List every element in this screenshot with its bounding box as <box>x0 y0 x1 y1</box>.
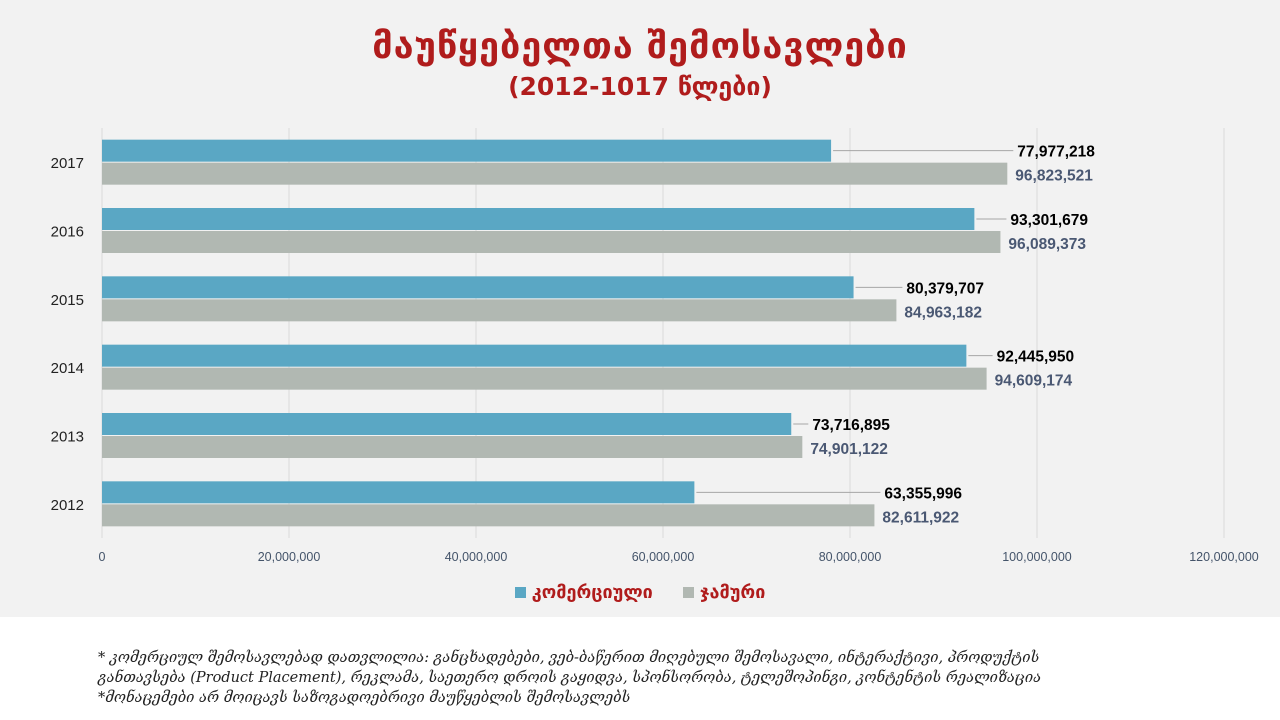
x-tick-label: 80,000,000 <box>819 550 882 564</box>
y-category-label: 2012 <box>51 497 84 514</box>
footnote-line: განთავსება (Product Placement), რეკლამა,… <box>98 670 1042 686</box>
data-label-total: 96,823,521 <box>1015 168 1093 185</box>
y-category-label: 2017 <box>51 155 84 172</box>
footnote-line: * კომერციულ შემოსავლებად დათვლილია: განც… <box>98 650 1040 666</box>
data-label-commercial: 93,301,679 <box>1010 212 1088 229</box>
bars <box>102 139 1008 527</box>
y-category-label: 2013 <box>51 429 84 446</box>
data-label-total: 84,963,182 <box>904 304 982 321</box>
data-label-commercial: 63,355,996 <box>884 485 962 502</box>
x-axis-labels: 0 20,000,000 40,000,000 60,000,000 80,000,00… <box>99 550 1259 564</box>
legend-swatch-commercial <box>514 587 526 598</box>
data-label-commercial: 73,716,895 <box>812 417 890 434</box>
bar-commercial <box>102 276 854 299</box>
data-labels: 77,977,218 96,823,521 93,301,679 96,089,373… <box>810 144 1095 527</box>
legend-label-total: ჯამური <box>699 582 766 603</box>
data-label-total: 96,089,373 <box>1008 236 1086 253</box>
bar-commercial <box>102 139 832 162</box>
bar-commercial <box>102 208 975 230</box>
footnote-line: *მონაცემები არ მოიცავს საზოგადოებრივი მა… <box>98 690 631 706</box>
data-label-commercial: 80,379,707 <box>906 280 984 297</box>
legend-item-total[interactable]: ჯამური <box>682 582 766 603</box>
x-tick-label: 20,000,000 <box>258 550 321 564</box>
legend-item-commercial[interactable]: კომერციული <box>514 582 653 603</box>
bar-total <box>102 231 1001 253</box>
y-category-label: 2016 <box>51 224 84 241</box>
data-label-total: 74,901,122 <box>810 441 888 458</box>
x-tick-label: 40,000,000 <box>445 550 508 564</box>
footnotes: * კომერციულ შემოსავლებად დათვლილია: განც… <box>98 648 1248 708</box>
data-label-total: 82,611,922 <box>882 509 959 526</box>
bar-chart: 77,977,218 96,823,521 93,301,679 96,089,373… <box>51 128 1259 564</box>
legend-swatch-total <box>682 587 694 598</box>
y-category-label: 2015 <box>51 292 84 309</box>
y-axis-labels: 2017 2016 2015 2014 2013 2012 <box>51 155 84 514</box>
chart-subtitle: (2012-1017 წლები) <box>508 72 772 101</box>
gridlines <box>101 128 1225 538</box>
chart-title: მაუწყებელთა შემოსავლები <box>372 26 908 67</box>
x-tick-label: 0 <box>99 550 106 564</box>
data-label-total: 94,609,174 <box>995 373 1073 390</box>
bar-total <box>102 162 1008 185</box>
bar-commercial <box>102 481 695 504</box>
bar-total <box>102 367 987 390</box>
bar-commercial <box>102 344 967 367</box>
legend-label-commercial: კომერციული <box>531 582 653 603</box>
bar-total <box>102 299 897 322</box>
data-label-commercial: 77,977,218 <box>1017 144 1095 161</box>
bar-commercial <box>102 413 792 435</box>
x-tick-label: 60,000,000 <box>632 550 695 564</box>
y-category-label: 2014 <box>51 360 84 377</box>
x-tick-label: 100,000,000 <box>1002 550 1072 564</box>
x-tick-label: 120,000,000 <box>1189 550 1259 564</box>
leader-lines <box>696 150 1014 493</box>
bar-total <box>102 436 803 458</box>
legend: კომერციული ჯამური <box>0 582 1280 603</box>
bar-total <box>102 504 875 527</box>
data-label-commercial: 92,445,950 <box>997 349 1075 366</box>
